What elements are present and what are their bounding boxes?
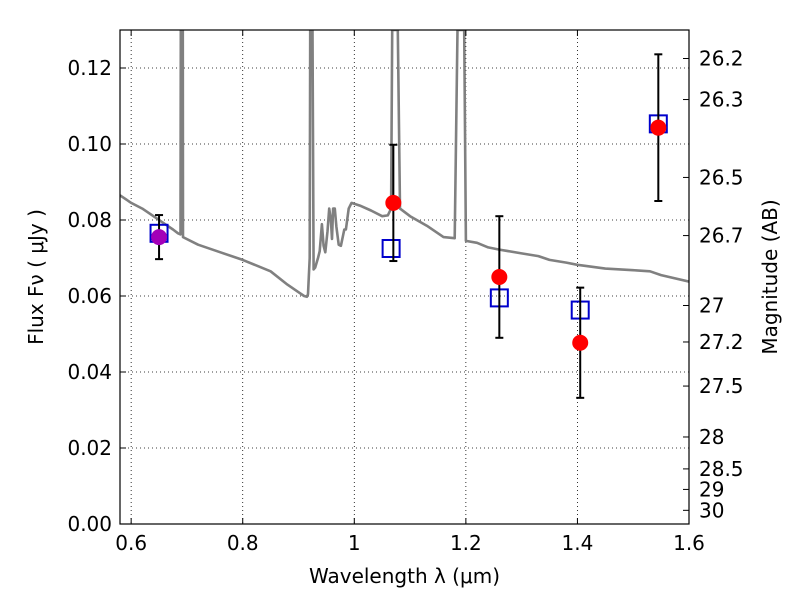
x-tick-label: 0.6	[115, 531, 147, 555]
x-tick-label: 1.6	[673, 531, 705, 555]
mag-tick-label: 29	[699, 477, 724, 501]
observed-flux-point	[572, 334, 589, 351]
mag-tick-label: 26.5	[699, 165, 744, 189]
sed-model-layer	[120, 30, 689, 299]
tick-layer: 0.6 0.8 1 1.2 1.4 1.6 0.00 0.02 0.04 0.06 0.08 0.10…	[67, 30, 744, 555]
y-tick-label: 0.02	[67, 436, 112, 460]
mag-tick-label: 27.2	[699, 330, 744, 354]
y-axis-title: Flux Fν ( μJy )	[24, 209, 48, 345]
y-tick-label: 0.10	[67, 132, 112, 156]
y2-axis-title: Magnitude (AB)	[758, 199, 782, 354]
x-tick-label: 1.4	[562, 531, 594, 555]
mag-tick-label: 26.2	[699, 47, 744, 71]
observed-flux-point	[491, 269, 508, 285]
photometry-layer	[149, 53, 668, 399]
x-tick-label: 1.2	[450, 531, 482, 555]
y-tick-label: 0.06	[67, 284, 112, 308]
grid-layer	[120, 30, 690, 525]
observed-flux-point	[385, 194, 402, 211]
sed-model-line	[120, 30, 689, 299]
mag-tick-label: 26.7	[699, 224, 744, 248]
observed-flux-point	[650, 119, 667, 136]
y-tick-label: 0.08	[67, 208, 112, 232]
x-tick-label: 0.8	[227, 531, 259, 555]
model-band-square	[381, 239, 401, 258]
mag-tick-label: 28	[699, 425, 724, 449]
observed-flux-point	[151, 229, 168, 246]
mag-tick-label: 26.3	[699, 88, 744, 112]
y-tick-label: 0.00	[67, 512, 112, 536]
x-tick-label: 1	[348, 531, 361, 555]
mag-tick-label: 27.5	[699, 374, 744, 398]
mag-tick-label: 28.5	[699, 457, 744, 481]
y-tick-label: 0.04	[67, 360, 112, 384]
mag-tick-label: 27	[699, 294, 724, 318]
y-tick-label: 0.12	[67, 56, 112, 80]
plot-frame	[119, 29, 690, 525]
x-axis-title: Wavelength λ (μm)	[309, 564, 500, 588]
mag-tick-label: 30	[699, 498, 724, 522]
